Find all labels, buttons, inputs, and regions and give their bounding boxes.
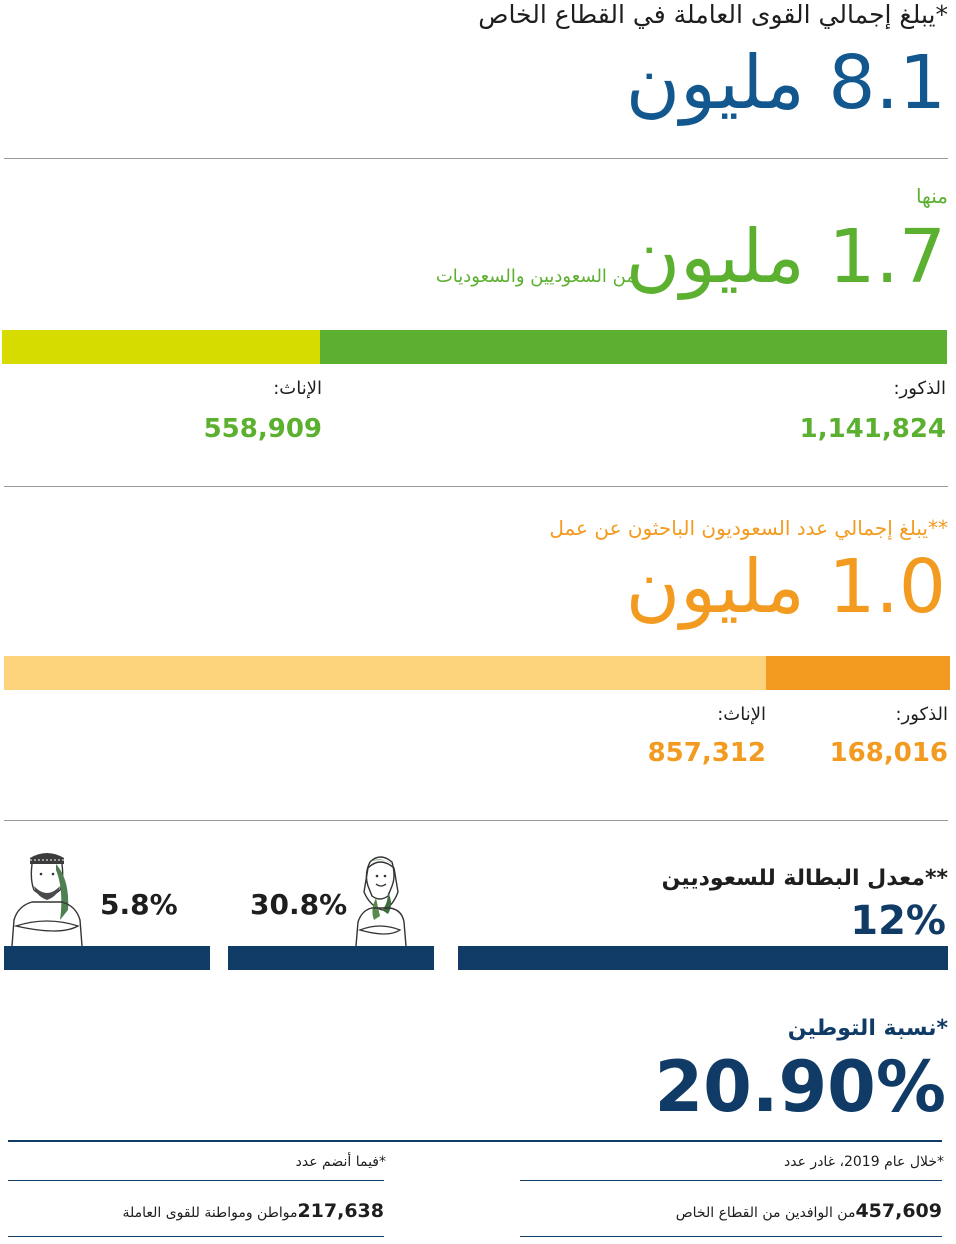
job-seekers-females-label: الإناث: bbox=[717, 704, 766, 725]
job-seekers-heading: **يبلغ إجمالي عدد السعوديون الباحثون عن … bbox=[549, 516, 948, 540]
job-seekers-males-bar bbox=[766, 656, 950, 690]
footer-rule-left bbox=[8, 1180, 384, 1181]
saudis-males-value: 1,141,824 bbox=[799, 414, 946, 444]
footer-right-note: *فيما أنضم عدد bbox=[295, 1154, 386, 1170]
localization-rate: 20.90% bbox=[654, 1046, 946, 1128]
workforce-total-value: 8.1 مليون bbox=[625, 40, 946, 126]
saudis-total: 1.7 مليون bbox=[625, 214, 946, 300]
job-seekers-females-value: 857,312 bbox=[647, 738, 766, 768]
divider bbox=[4, 158, 948, 159]
footer-left-value: 457,609 bbox=[855, 1200, 942, 1222]
saudis-of-which-label: منها bbox=[915, 184, 948, 208]
footer-bottom-rule-left bbox=[8, 1236, 384, 1237]
workforce-total: 8.1 مليون bbox=[626, 46, 946, 120]
saudis-females-bar bbox=[2, 330, 320, 364]
saudis-total-caption: من السعوديين والسعوديات bbox=[435, 266, 636, 287]
footer-left-statement: 457,609من الوافدين من القطاع الخاص bbox=[676, 1200, 942, 1222]
saudis-males-bar bbox=[320, 330, 947, 364]
localization-heading: *نسبة التوطين bbox=[787, 1016, 948, 1041]
saudis-males-label: الذكور: bbox=[893, 378, 946, 399]
footer-right-value: 217,638 bbox=[297, 1200, 384, 1222]
total-unemployment-bar bbox=[458, 946, 948, 970]
job-seekers-total: 1.0 مليون bbox=[625, 544, 946, 630]
male-unemployment-bar bbox=[4, 946, 210, 970]
man-icon bbox=[10, 850, 84, 946]
job-seekers-males-value: 168,016 bbox=[829, 738, 948, 768]
saudis-females-label: الإناث: bbox=[273, 378, 322, 399]
woman-icon bbox=[348, 852, 412, 946]
workforce-heading: *يبلغ إجمالي القوى العاملة في القطاع الخ… bbox=[478, 0, 948, 29]
female-unemployment-bar bbox=[228, 946, 434, 970]
footer-top-rule bbox=[8, 1140, 942, 1142]
unemployment-heading: **معدل البطالة للسعوديين bbox=[661, 866, 948, 891]
divider bbox=[4, 820, 948, 821]
job-seekers-females-bar bbox=[4, 656, 766, 690]
footer-bottom-rule-right bbox=[520, 1236, 942, 1237]
saudis-females-value: 558,909 bbox=[203, 414, 322, 444]
footer-left-note: *خلال عام 2019، غادر عدد bbox=[784, 1154, 944, 1170]
male-unemployment-rate: 5.8% bbox=[100, 888, 178, 921]
divider bbox=[4, 486, 948, 487]
footer-right-statement: 217,638مواطن ومواطنة للقوى العاملة bbox=[122, 1200, 384, 1222]
job-seekers-males-label: الذكور: bbox=[895, 704, 948, 725]
footer-left-text: من الوافدين من القطاع الخاص bbox=[675, 1205, 856, 1221]
footer-rule-right bbox=[520, 1180, 942, 1181]
unemployment-total: 12% bbox=[850, 898, 946, 944]
footer-right-text: مواطن ومواطنة للقوى العاملة bbox=[122, 1205, 298, 1221]
female-unemployment-rate: 30.8% bbox=[250, 888, 348, 921]
